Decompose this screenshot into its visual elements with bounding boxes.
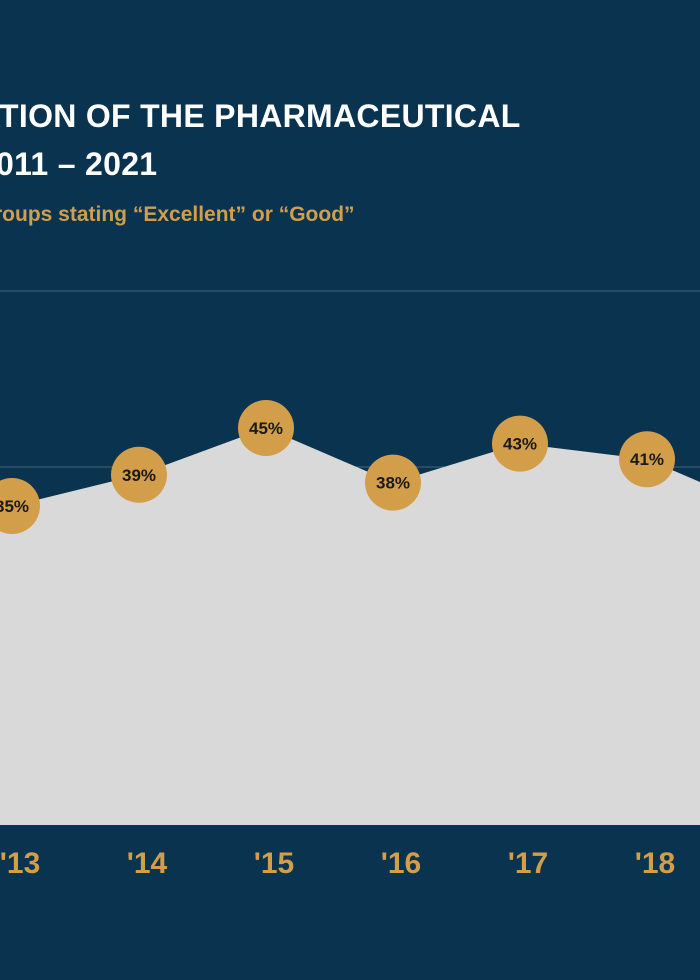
data-point: 43% <box>492 415 548 472</box>
data-label: 43% <box>503 435 537 454</box>
data-markers: 35% 39% 45% 38% 43% 41% <box>0 400 675 534</box>
data-point: 39% <box>111 446 167 503</box>
data-point: 35% <box>0 478 40 534</box>
chart-title-line-1: ATION OF THE PHARMACEUTICAL <box>0 98 521 134</box>
area-series <box>0 428 700 825</box>
x-tick-label: '18 <box>635 847 676 880</box>
gridlines <box>0 290 700 468</box>
data-label: 39% <box>122 466 156 485</box>
data-label: 41% <box>630 450 664 469</box>
x-tick-label: '17 <box>508 847 549 880</box>
data-point: 38% <box>365 454 421 511</box>
x-tick-label: '15 <box>254 847 295 880</box>
x-tick-label: '16 <box>381 847 422 880</box>
data-marker <box>365 454 421 511</box>
data-label: 35% <box>0 497 29 516</box>
x-axis-ticks: '13 '14 '15 '16 '17 '18 <box>0 847 675 880</box>
area-fill <box>0 428 700 825</box>
data-label: 38% <box>376 474 410 493</box>
data-marker <box>111 446 167 503</box>
data-label: 45% <box>249 419 283 438</box>
data-point: 45% <box>238 400 294 456</box>
data-marker <box>492 415 548 472</box>
data-marker <box>238 400 294 456</box>
chart-title-line-2: 011 – 2021 <box>0 146 158 182</box>
data-marker <box>0 478 40 534</box>
data-point: 41% <box>619 431 675 488</box>
data-marker <box>619 431 675 488</box>
chart-subtitle: roups stating “Excellent” or “Good” <box>0 203 355 226</box>
x-tick-label: '13 <box>0 847 40 880</box>
x-tick-label: '14 <box>127 847 168 880</box>
